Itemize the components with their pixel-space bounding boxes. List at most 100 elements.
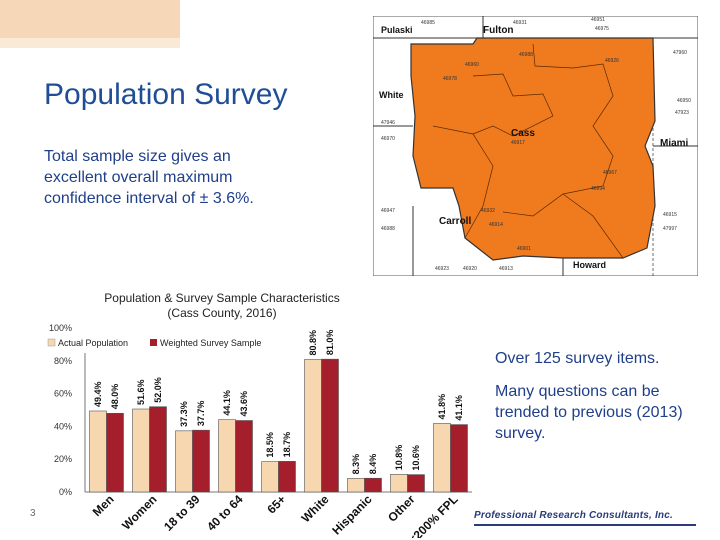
legend-label-weighted: Weighted Survey Sample bbox=[160, 338, 261, 348]
y-tick-label: 0% bbox=[59, 487, 72, 497]
zip-label: 46947 bbox=[381, 208, 395, 214]
bar-actual bbox=[261, 461, 279, 493]
data-label: 48.0% bbox=[110, 384, 120, 410]
bar-weighted bbox=[450, 424, 468, 493]
zip-label: 46967 bbox=[603, 170, 617, 176]
legend-swatch-weighted bbox=[150, 339, 157, 346]
y-tick-label: 100% bbox=[49, 323, 72, 333]
zip-label: 47946 bbox=[381, 120, 395, 126]
data-label: 41.1% bbox=[454, 395, 464, 421]
zip-label: 46985 bbox=[421, 20, 435, 26]
zip-label: 47960 bbox=[673, 50, 687, 56]
data-label: 10.6% bbox=[411, 445, 421, 471]
y-tick-label: 40% bbox=[54, 421, 72, 431]
intro-text: Total sample size gives an excellent ove… bbox=[44, 148, 254, 207]
data-label: 18.7% bbox=[282, 432, 292, 458]
bar-weighted bbox=[149, 406, 167, 493]
x-tick-label: Women bbox=[119, 492, 159, 532]
county-label-white: White bbox=[379, 90, 404, 100]
bar-actual bbox=[390, 473, 408, 493]
bullet-list: Over 125 survey items. Many questions ca… bbox=[495, 348, 710, 456]
bar-weighted bbox=[364, 477, 382, 493]
bar-weighted bbox=[278, 461, 296, 493]
bar-weighted bbox=[235, 420, 253, 493]
zip-label: 47923 bbox=[675, 110, 689, 116]
data-label: 81.0% bbox=[325, 330, 335, 356]
x-tick-label: 65+ bbox=[264, 492, 288, 516]
footer-rule bbox=[474, 524, 696, 526]
bar-weighted bbox=[321, 358, 339, 493]
bar-actual bbox=[218, 419, 236, 493]
bullet-item: Many questions can be trended to previou… bbox=[495, 383, 683, 442]
data-label: 37.3% bbox=[179, 401, 189, 427]
zip-label: 46923 bbox=[435, 266, 449, 272]
data-label: 44.1% bbox=[222, 390, 232, 416]
zip-label: 46901 bbox=[517, 246, 531, 252]
data-label: 18.5% bbox=[265, 432, 275, 458]
county-label-fulton: Fulton bbox=[483, 25, 514, 36]
data-label: 8.4% bbox=[368, 454, 378, 475]
corner-accent bbox=[0, 0, 180, 48]
data-label: 43.6% bbox=[239, 391, 249, 417]
legend-label-actual: Actual Population bbox=[58, 338, 128, 348]
bar-actual bbox=[89, 410, 107, 493]
bullet-item: Over 125 survey items. bbox=[495, 350, 660, 367]
slide-title: Population Survey bbox=[44, 78, 288, 111]
zip-label: 46932 bbox=[481, 208, 495, 214]
data-label: 41.8% bbox=[437, 394, 447, 420]
chart-subtitle: (Cass County, 2016) bbox=[167, 306, 276, 320]
data-label: 10.8% bbox=[394, 445, 404, 471]
county-label-carroll: Carroll bbox=[439, 216, 471, 227]
county-label-miami: Miami bbox=[660, 138, 689, 149]
data-label: 37.7% bbox=[196, 401, 206, 427]
zip-label: 46978 bbox=[443, 76, 457, 82]
x-tick-label: White bbox=[299, 492, 332, 525]
bar-actual bbox=[304, 359, 322, 493]
bar-actual bbox=[433, 423, 451, 493]
zip-label: 46960 bbox=[465, 62, 479, 68]
demographics-chart: Population & Survey Sample Characteristi… bbox=[47, 291, 472, 538]
zip-label: 46994 bbox=[591, 186, 605, 192]
bar-actual bbox=[347, 478, 365, 493]
zip-label: 46914 bbox=[489, 222, 503, 228]
zip-label: 46920 bbox=[463, 266, 477, 272]
cass-county-shape bbox=[410, 37, 656, 261]
county-map: Pulaski Fulton White Cass Miami Carroll … bbox=[373, 16, 698, 276]
x-tick-label: 18 to 39 bbox=[161, 492, 203, 534]
zip-label: 46913 bbox=[499, 266, 513, 272]
slide-number: 3 bbox=[30, 508, 36, 519]
data-label: 80.8% bbox=[308, 330, 318, 356]
data-label: 52.0% bbox=[153, 377, 163, 403]
zip-code-labels: 46985 46931 46951 46975 46960 46988 46926 47960… bbox=[381, 17, 691, 272]
zip-label: 46915 bbox=[663, 212, 677, 218]
zip-label: 46988 bbox=[519, 52, 533, 58]
y-tick-label: 60% bbox=[54, 389, 72, 399]
y-tick-label: 80% bbox=[54, 356, 72, 366]
x-tick-label: Other bbox=[385, 492, 418, 525]
zip-label: 46931 bbox=[513, 20, 527, 26]
bar-weighted bbox=[106, 412, 124, 493]
x-tick-label: 40 to 64 bbox=[204, 492, 246, 534]
bar-actual bbox=[132, 408, 150, 493]
bar-actual bbox=[175, 430, 193, 493]
x-tick-label: Men bbox=[90, 492, 117, 519]
bar-weighted bbox=[407, 474, 425, 493]
county-label-pulaski: Pulaski bbox=[381, 25, 413, 35]
zip-label: 47997 bbox=[663, 226, 677, 232]
zip-label: 46951 bbox=[591, 17, 605, 23]
zip-label: 46950 bbox=[677, 98, 691, 104]
zip-label: 46917 bbox=[511, 140, 525, 146]
bar-weighted bbox=[192, 429, 210, 493]
x-tick-label: Hispanic bbox=[329, 492, 374, 537]
y-tick-label: 20% bbox=[54, 454, 72, 464]
zip-label: 46970 bbox=[381, 136, 395, 142]
county-label-howard: Howard bbox=[573, 260, 606, 270]
footer-logo-text: Professional Research Consultants, Inc. bbox=[474, 510, 673, 521]
legend-swatch-actual bbox=[47, 338, 56, 347]
chart-title: Population & Survey Sample Characteristi… bbox=[104, 291, 339, 305]
chart-legend: Actual Population Weighted Survey Sample bbox=[47, 338, 261, 348]
county-label-cass: Cass bbox=[511, 128, 535, 139]
zip-label: 46926 bbox=[605, 58, 619, 64]
data-label: 51.6% bbox=[136, 379, 146, 405]
zip-label: 46988 bbox=[381, 226, 395, 232]
